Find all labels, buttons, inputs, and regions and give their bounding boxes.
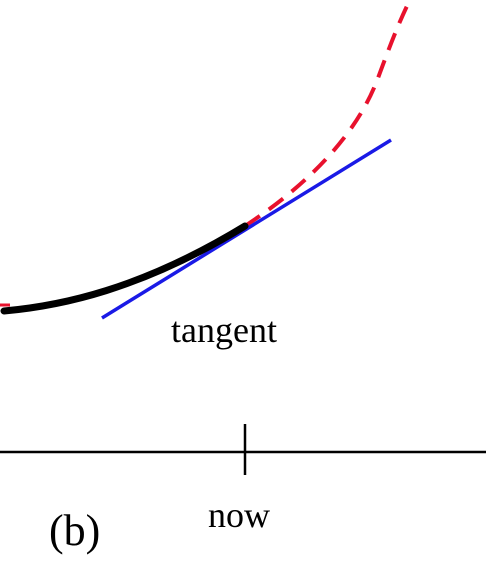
tangent-label: tangent [171, 310, 277, 350]
panel-label: (b) [49, 506, 101, 555]
now-label: now [208, 495, 270, 535]
past-curve [0, 222, 249, 315]
future-curve-dashed [243, 0, 413, 228]
